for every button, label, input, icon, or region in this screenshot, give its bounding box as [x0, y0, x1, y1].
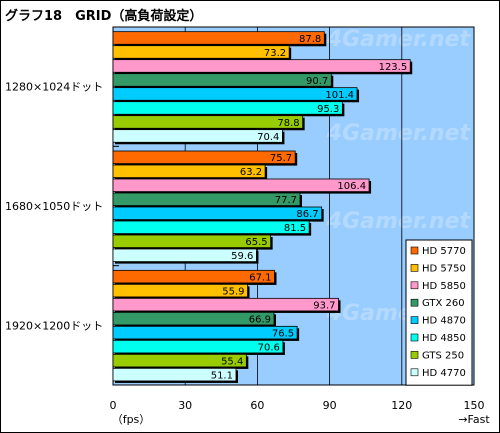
watermark-0: 4Gamer.net	[326, 27, 472, 52]
bar-value-label: 63.2	[240, 167, 262, 178]
x-axis-label: （fps）	[112, 413, 151, 426]
x-tick-label: 120	[391, 399, 412, 412]
x-tick-label: 30	[178, 399, 192, 412]
bar	[112, 87, 358, 101]
bar	[112, 45, 290, 59]
category-label: 1280×1024ドット	[5, 81, 103, 94]
bar	[112, 59, 411, 73]
bar-value-label: 65.5	[245, 237, 267, 248]
bar-value-label: 106.4	[337, 181, 366, 192]
bar	[112, 73, 332, 87]
x-axis-direction-label: →Fast	[458, 413, 490, 426]
bar	[112, 220, 310, 235]
bar-value-label: 78.8	[277, 118, 299, 129]
bar-value-label: 73.2	[264, 48, 286, 59]
bar-value-label: 77.7	[275, 195, 297, 206]
bar-value-label: 81.5	[284, 223, 306, 234]
legend-label: HD 5850	[422, 281, 466, 292]
bar	[112, 234, 272, 249]
legend-swatch	[410, 333, 419, 342]
legend-swatch	[410, 316, 419, 324]
legend-swatch	[410, 351, 419, 359]
legend-swatch	[410, 298, 419, 307]
bar	[112, 178, 370, 193]
bar-value-label: 51.1	[211, 370, 233, 381]
legend-label: HD 4870	[422, 316, 466, 327]
category-label: 1680×1050ドット	[5, 200, 103, 213]
bar	[112, 325, 298, 340]
bar-value-label: 59.6	[231, 251, 253, 262]
bar-value-label: 66.9	[249, 314, 271, 325]
bar	[112, 164, 266, 179]
legend-label: GTS 250	[422, 350, 464, 361]
bar	[112, 31, 325, 45]
watermark-1: 4Gamer.net	[326, 121, 472, 146]
bar-value-label: 123.5	[379, 62, 408, 73]
bar	[112, 297, 339, 312]
bar	[112, 353, 247, 368]
category-label: 1920×1200ドット	[5, 319, 103, 332]
bar	[112, 339, 284, 354]
bar-value-label: 87.8	[299, 34, 321, 45]
x-tick-label: 0	[110, 399, 117, 412]
bar-value-label: 67.1	[249, 272, 271, 283]
chart-title: グラフ18 GRID（高負荷設定）	[5, 9, 203, 24]
bar-value-label: 70.4	[257, 132, 279, 143]
bar	[112, 311, 275, 326]
x-tick-label: 150	[464, 399, 485, 412]
legend-label: HD 5770	[422, 246, 466, 257]
legend-label: HD 4770	[422, 368, 466, 379]
bar-value-label: 55.9	[222, 286, 244, 297]
x-tick-label: 60	[250, 399, 264, 412]
bar	[112, 192, 301, 207]
legend-label: HD 4850	[422, 333, 466, 344]
legend-swatch	[410, 264, 419, 272]
bar-value-label: 95.3	[317, 104, 339, 115]
legend-swatch	[410, 246, 419, 255]
bar	[112, 283, 248, 298]
legend-box	[405, 239, 473, 386]
bar	[112, 129, 283, 143]
bar-value-label: 90.7	[306, 76, 328, 87]
bar	[112, 115, 304, 129]
x-tick-label: 90	[323, 399, 337, 412]
bar-value-label: 93.7	[313, 300, 335, 311]
bar	[112, 248, 257, 263]
bar-value-label: 70.6	[258, 342, 280, 353]
watermark-2: 4Gamer.net	[326, 209, 472, 234]
legend-label: GTX 260	[422, 298, 465, 309]
bar-value-label: 75.7	[270, 153, 292, 164]
legend-swatch	[410, 368, 419, 377]
bar-value-label: 76.5	[272, 328, 294, 339]
bar	[112, 269, 275, 284]
bar	[112, 101, 343, 115]
bar-value-label: 86.7	[296, 209, 318, 220]
bar-value-label: 101.4	[325, 90, 354, 101]
legend-swatch	[410, 281, 419, 290]
legend-label: HD 5750	[422, 263, 466, 274]
bar	[112, 206, 323, 221]
bar	[112, 367, 237, 382]
bar	[112, 150, 296, 165]
bar-value-label: 55.4	[221, 356, 243, 367]
